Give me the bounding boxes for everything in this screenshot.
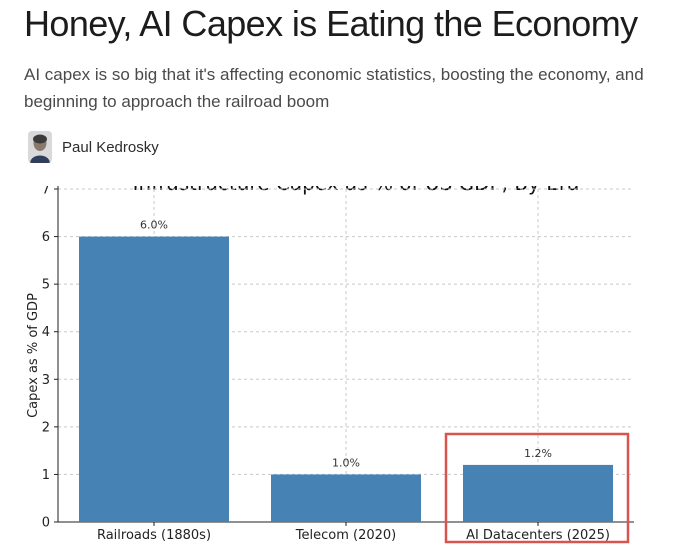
bar-value-label: 1.0% [332, 456, 360, 469]
y-tick-label: 7 [42, 186, 50, 198]
bar-chart: Infrastructure Capex as % of US GDP, By … [26, 186, 634, 544]
y-tick-label: 2 [42, 420, 50, 435]
article-headline: Honey, AI Capex is Eating the Economy [24, 3, 638, 44]
y-tick-label: 3 [42, 373, 50, 388]
bar [463, 464, 613, 522]
x-tick-label: AI Datacenters (2025) [466, 528, 610, 543]
y-tick-label: 5 [42, 278, 50, 293]
chart-figure: Infrastructure Capex as % of US GDP, By … [14, 186, 657, 548]
author-photo-icon [28, 131, 52, 163]
author-avatar[interactable] [28, 131, 52, 163]
x-tick-label: Telecom (2020) [295, 528, 396, 543]
x-tick-label: Railroads (1880s) [97, 528, 211, 543]
y-tick-label: 0 [42, 516, 50, 531]
y-tick-label: 4 [42, 325, 50, 340]
byline[interactable]: Paul Kedrosky [28, 131, 159, 163]
y-axis-label: Capex as % of GDP [26, 293, 41, 418]
bar-value-label: 1.2% [524, 447, 552, 460]
bar-value-label: 6.0% [140, 219, 168, 232]
bar [79, 236, 229, 523]
article-subtitle: AI capex is so big that it's affecting e… [24, 65, 644, 111]
highlight-box [444, 432, 630, 544]
bar [271, 474, 421, 522]
y-tick-label: 1 [42, 468, 50, 483]
chart-title: Infrastructure Capex as % of US GDP, By … [133, 186, 580, 195]
y-tick-label: 6 [42, 230, 50, 245]
author-name[interactable]: Paul Kedrosky [62, 138, 159, 156]
